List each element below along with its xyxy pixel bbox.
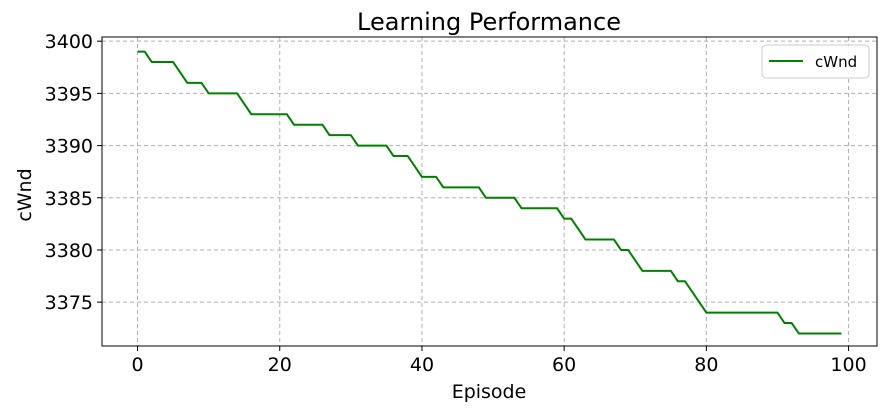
legend-label-cwnd: cWnd [815,53,857,71]
x-axis-ticks: 0 20 40 60 80 100 [132,346,867,376]
x-tick-label: 80 [694,354,718,376]
y-tick-label: 3385 [45,188,93,210]
legend: cWnd [761,44,870,79]
plot-area-frame [101,36,878,347]
y-axis-label: cWnd [14,168,36,221]
x-tick-label: 40 [410,354,434,376]
y-tick-label: 3395 [45,83,93,105]
y-tick-label: 3380 [45,240,93,262]
x-tick-label: 0 [132,354,144,376]
y-tick-label: 3375 [45,292,93,314]
x-tick-label: 60 [552,354,576,376]
x-axis-label: Episode [452,381,527,403]
y-tick-label: 3400 [45,31,93,53]
y-axis-ticks: 3375 3380 3385 3390 3395 3400 [45,31,102,314]
series-layer [137,50,842,335]
grid-lines [102,37,877,346]
x-tick-label: 100 [830,354,866,376]
legend-box [761,44,870,79]
chart-title: Learning Performance [357,8,621,36]
y-tick-label: 3390 [45,136,93,158]
x-tick-label: 20 [268,354,292,376]
series-line-cwnd [137,50,842,335]
